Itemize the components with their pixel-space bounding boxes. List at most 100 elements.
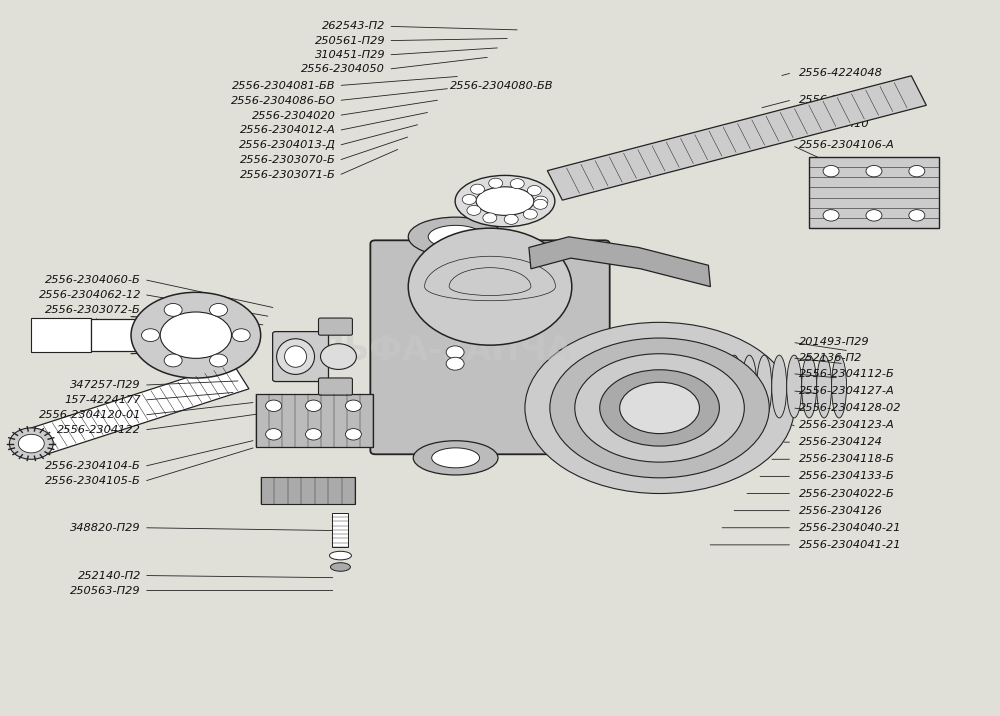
Ellipse shape: [600, 369, 719, 446]
Circle shape: [510, 179, 524, 188]
Polygon shape: [547, 76, 926, 200]
Circle shape: [210, 354, 228, 367]
Bar: [261, 477, 355, 504]
Circle shape: [164, 354, 182, 367]
Circle shape: [210, 304, 228, 316]
Text: 2556-2304120-01: 2556-2304120-01: [38, 410, 141, 420]
Text: 348820-П29: 348820-П29: [70, 523, 141, 533]
Polygon shape: [23, 363, 249, 457]
Text: 2556-2304081-БВ: 2556-2304081-БВ: [232, 80, 335, 90]
Ellipse shape: [476, 187, 534, 216]
Text: 2556-2303070-Б: 2556-2303070-Б: [240, 155, 335, 165]
Ellipse shape: [131, 292, 261, 378]
Ellipse shape: [817, 355, 832, 418]
Text: 2556-2304126: 2556-2304126: [799, 505, 883, 516]
Text: 2556-2304062-12: 2556-2304062-12: [38, 289, 141, 299]
Text: 2556-2304041-21: 2556-2304041-21: [799, 540, 902, 550]
Circle shape: [266, 429, 282, 440]
Circle shape: [266, 400, 282, 412]
Ellipse shape: [575, 354, 744, 462]
Circle shape: [483, 213, 497, 223]
Text: 2556-2304060-Б: 2556-2304060-Б: [45, 274, 141, 284]
Text: 347257-П29: 347257-П29: [70, 380, 141, 390]
Ellipse shape: [428, 226, 483, 248]
Circle shape: [345, 429, 361, 440]
Circle shape: [909, 165, 925, 177]
Circle shape: [909, 210, 925, 221]
Text: 2556-2304124: 2556-2304124: [799, 437, 883, 448]
Circle shape: [823, 165, 839, 177]
Text: 2556-2304080-БВ: 2556-2304080-БВ: [450, 80, 554, 90]
Text: 2556-2304050: 2556-2304050: [301, 64, 385, 74]
Text: ЛЬФА-ЗАПЧА: ЛЬФА-ЗАПЧА: [317, 334, 573, 367]
Ellipse shape: [620, 382, 699, 434]
Ellipse shape: [160, 312, 231, 358]
Text: 2556-2304013-Д: 2556-2304013-Д: [239, 140, 335, 150]
Ellipse shape: [330, 563, 350, 571]
Ellipse shape: [757, 355, 772, 418]
Circle shape: [523, 209, 537, 219]
Circle shape: [467, 205, 481, 216]
FancyBboxPatch shape: [370, 241, 610, 454]
Circle shape: [527, 185, 541, 195]
Circle shape: [446, 346, 464, 359]
Polygon shape: [529, 237, 710, 286]
Circle shape: [141, 329, 159, 342]
Circle shape: [306, 400, 321, 412]
Bar: [91, 319, 206, 351]
Ellipse shape: [285, 346, 307, 367]
FancyBboxPatch shape: [273, 332, 328, 382]
Ellipse shape: [432, 448, 480, 468]
Ellipse shape: [550, 338, 769, 478]
Text: 201493-П29: 201493-П29: [799, 337, 870, 347]
Text: 2556-4224048: 2556-4224048: [799, 68, 883, 78]
Text: 250563-П29: 250563-П29: [70, 586, 141, 596]
Text: 2556-2304112-Б: 2556-2304112-Б: [799, 369, 895, 379]
Circle shape: [462, 195, 476, 205]
Text: 2556-2304128-02: 2556-2304128-02: [799, 403, 902, 413]
Text: 2556-2304020: 2556-2304020: [252, 110, 335, 120]
Text: 2556-2304118-Б: 2556-2304118-Б: [799, 454, 895, 464]
Ellipse shape: [277, 339, 315, 374]
Circle shape: [345, 400, 361, 412]
Text: 2556-2304022-Б: 2556-2304022-Б: [799, 488, 895, 498]
Text: 2556-2304101-БВ: 2556-2304101-БВ: [799, 95, 903, 105]
Circle shape: [18, 435, 44, 453]
FancyBboxPatch shape: [319, 318, 352, 335]
Text: 2556-2303071-Б: 2556-2303071-Б: [240, 170, 335, 180]
Text: 157-4224177: 157-4224177: [64, 395, 141, 405]
Circle shape: [533, 199, 547, 209]
Text: 298430-П10: 298430-П10: [799, 119, 870, 129]
Text: 2556-2304122: 2556-2304122: [57, 425, 141, 435]
Text: 2556-2304105-Б: 2556-2304105-Б: [45, 476, 141, 486]
Circle shape: [446, 357, 464, 370]
Ellipse shape: [413, 441, 498, 475]
Text: 2556-2304133-Б: 2556-2304133-Б: [799, 471, 895, 481]
Circle shape: [489, 178, 503, 188]
Ellipse shape: [329, 551, 351, 560]
Bar: [809, 157, 939, 228]
Ellipse shape: [455, 175, 555, 227]
Circle shape: [306, 429, 321, 440]
Text: 2556-2304104-Б: 2556-2304104-Б: [45, 461, 141, 471]
Circle shape: [823, 210, 839, 221]
Circle shape: [471, 184, 484, 194]
Circle shape: [408, 228, 572, 345]
Text: 2556-2304040-21: 2556-2304040-21: [799, 523, 902, 533]
Text: 2556-2304086-БО: 2556-2304086-БО: [231, 95, 335, 105]
Text: 2556-2303072-Б: 2556-2303072-Б: [45, 304, 141, 314]
Circle shape: [534, 196, 548, 206]
Ellipse shape: [525, 322, 794, 493]
Ellipse shape: [742, 355, 757, 418]
Circle shape: [866, 210, 882, 221]
Ellipse shape: [832, 355, 847, 418]
Bar: [256, 394, 373, 448]
Circle shape: [9, 428, 53, 459]
Ellipse shape: [787, 355, 802, 418]
Text: 2556-2304123-А: 2556-2304123-А: [799, 420, 895, 430]
Text: 250561-П29: 250561-П29: [315, 36, 385, 46]
Text: 2556-2304012-А: 2556-2304012-А: [240, 125, 335, 135]
Text: 252140-П2: 252140-П2: [78, 571, 141, 581]
Circle shape: [504, 214, 518, 224]
Circle shape: [866, 165, 882, 177]
